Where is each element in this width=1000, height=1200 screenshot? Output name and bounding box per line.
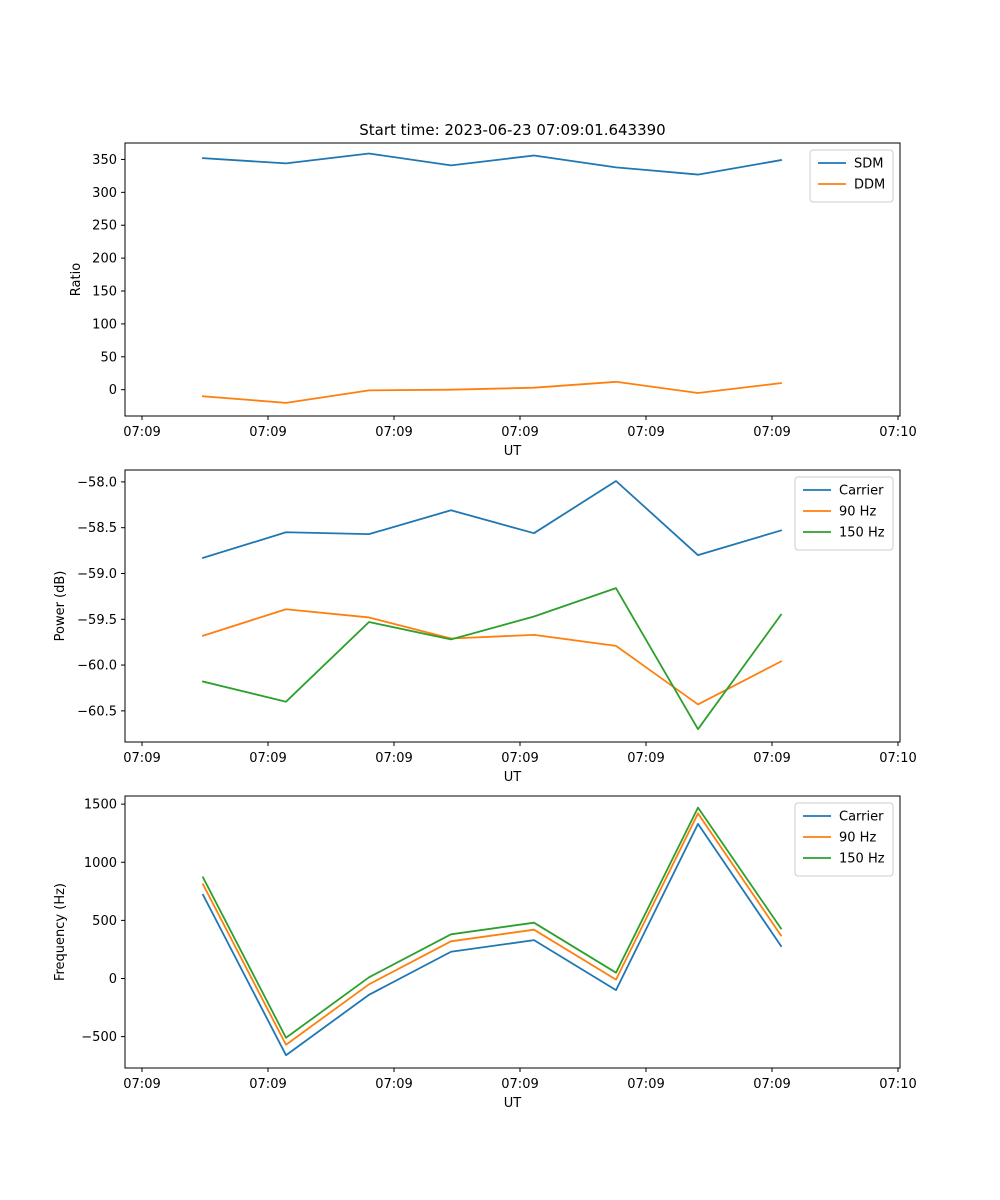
y-tick-label: 200	[92, 252, 117, 267]
legend-label: 150 Hz	[839, 852, 885, 867]
x-tick-label: 07:09	[249, 1077, 286, 1092]
x-tick-label: 07:10	[879, 1077, 916, 1092]
x-tick-label: 07:09	[249, 751, 286, 766]
y-axis-label: Frequency (Hz)	[53, 883, 68, 981]
chart-panel-3: 07:09 07:09 07:09 07:09 07:09 07:09 07:10 −500 0…	[53, 795, 917, 1111]
axes-frame	[124, 469, 901, 743]
legend-label: SDM	[854, 157, 883, 172]
y-tick-label: −58.5	[77, 521, 117, 536]
series-line-150-hz	[201, 587, 783, 731]
series-line-carrier	[201, 823, 783, 1057]
x-tick-label: 07:10	[879, 425, 916, 440]
y-tick-label: −59.5	[77, 613, 117, 628]
legend: Carrier 90 Hz 150 Hz	[794, 476, 894, 551]
x-tick-label: 07:09	[627, 425, 664, 440]
y-tick-label: 0	[109, 383, 117, 398]
x-tick-label: 07:09	[753, 425, 790, 440]
series-line-90-hz	[201, 812, 783, 1046]
x-tick-label: 07:09	[501, 1077, 538, 1092]
x-tick-label: 07:09	[375, 751, 412, 766]
y-tick-label: −59.0	[77, 567, 117, 582]
legend-label: Carrier	[839, 810, 884, 825]
legend-label: 90 Hz	[839, 831, 876, 846]
x-axis-label: UT	[504, 1096, 522, 1111]
x-tick-label: 07:09	[501, 751, 538, 766]
chart-title: Start time: 2023-06-23 07:09:01.643390	[359, 121, 665, 139]
x-tick-label: 07:09	[123, 751, 160, 766]
y-tick-label: 250	[92, 219, 117, 234]
x-tick-label: 07:09	[753, 751, 790, 766]
x-axis-label: UT	[504, 444, 522, 459]
legend: SDM DDM	[809, 149, 894, 203]
x-tick-label: 07:09	[753, 1077, 790, 1092]
series-line-ddm	[202, 380, 782, 404]
chart-panel-2: 07:09 07:09 07:09 07:09 07:09 07:09 07:10 −60.5…	[53, 469, 917, 785]
y-tick-label: 300	[92, 186, 117, 201]
x-tick-label: 07:09	[123, 425, 160, 440]
legend-label: 150 Hz	[839, 526, 885, 541]
y-tick-label: 50	[100, 350, 117, 365]
chart-panel-1: 07:09 07:09 07:09 07:09 07:09 07:09 07:10 0 50 10…	[69, 121, 917, 459]
axes-frame	[124, 142, 901, 417]
y-tick-label: −500	[81, 1030, 117, 1045]
legend: Carrier 90 Hz 150 Hz	[794, 802, 894, 877]
x-axis-label: UT	[504, 770, 522, 785]
y-tick-label: 1000	[84, 856, 117, 871]
y-tick-label: −58.0	[77, 475, 117, 490]
y-axis-label: Ratio	[69, 263, 84, 296]
y-tick-label: 150	[92, 285, 117, 300]
series-line-90-hz	[201, 608, 783, 706]
axes-frame	[124, 795, 901, 1069]
y-tick-label: 100	[92, 317, 117, 332]
x-tick-label: 07:09	[627, 751, 664, 766]
x-tick-label: 07:09	[375, 1077, 412, 1092]
y-tick-label: −60.5	[77, 704, 117, 719]
y-tick-label: 500	[92, 914, 117, 929]
x-tick-label: 07:09	[501, 425, 538, 440]
x-tick-label: 07:09	[627, 1077, 664, 1092]
legend-label: Carrier	[839, 484, 884, 499]
x-tick-label: 07:09	[375, 425, 412, 440]
legend-label: DDM	[854, 178, 885, 193]
series-line-sdm	[202, 152, 783, 176]
y-tick-label: 350	[92, 153, 117, 168]
x-tick-label: 07:09	[123, 1077, 160, 1092]
y-tick-label: −60.0	[77, 659, 117, 674]
series-line-carrier	[201, 480, 783, 560]
legend-label: 90 Hz	[839, 505, 876, 520]
y-tick-label: 0	[109, 972, 117, 987]
y-tick-label: 1500	[84, 798, 117, 813]
x-tick-label: 07:10	[879, 751, 916, 766]
x-tick-label: 07:09	[249, 425, 286, 440]
series-line-150-hz	[201, 806, 783, 1039]
y-axis-label: Power (dB)	[53, 571, 68, 642]
